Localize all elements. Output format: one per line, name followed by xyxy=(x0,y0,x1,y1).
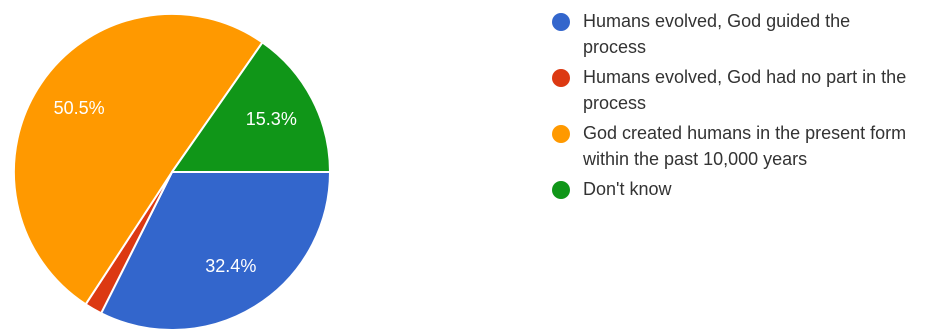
pie-slice-label-4: 15.3% xyxy=(246,109,297,129)
legend-item-3[interactable]: God created humans in the present form w… xyxy=(552,120,932,172)
legend-item-2[interactable]: Humans evolved, God had no part in the p… xyxy=(552,64,932,116)
legend-swatch-icon xyxy=(552,13,570,31)
pie-slice-label-3: 50.5% xyxy=(54,98,105,118)
pie-slice-label-1: 32.4% xyxy=(205,256,256,276)
legend-item-1[interactable]: Humans evolved, God guided the process xyxy=(552,8,932,60)
pie-slice-3[interactable] xyxy=(12,12,264,306)
legend-label: Humans evolved, God guided the process xyxy=(583,11,851,57)
legend-label: God created humans in the present form w… xyxy=(583,123,907,169)
legend-swatch-icon xyxy=(552,69,570,87)
pie-slice-4[interactable] xyxy=(171,41,331,173)
legend-swatch-icon xyxy=(552,181,570,199)
legend-item-4[interactable]: Don't know xyxy=(552,176,932,202)
pie-slice-1[interactable] xyxy=(100,171,331,330)
chart-legend: Humans evolved, God guided the process Hu… xyxy=(552,8,932,206)
legend-label: Humans evolved, God had no part in the p… xyxy=(583,67,907,113)
legend-label: Don't know xyxy=(583,179,672,199)
pie-chart: 32.4% 50.5% 15.3% xyxy=(12,12,331,330)
legend-swatch-icon xyxy=(552,125,570,143)
